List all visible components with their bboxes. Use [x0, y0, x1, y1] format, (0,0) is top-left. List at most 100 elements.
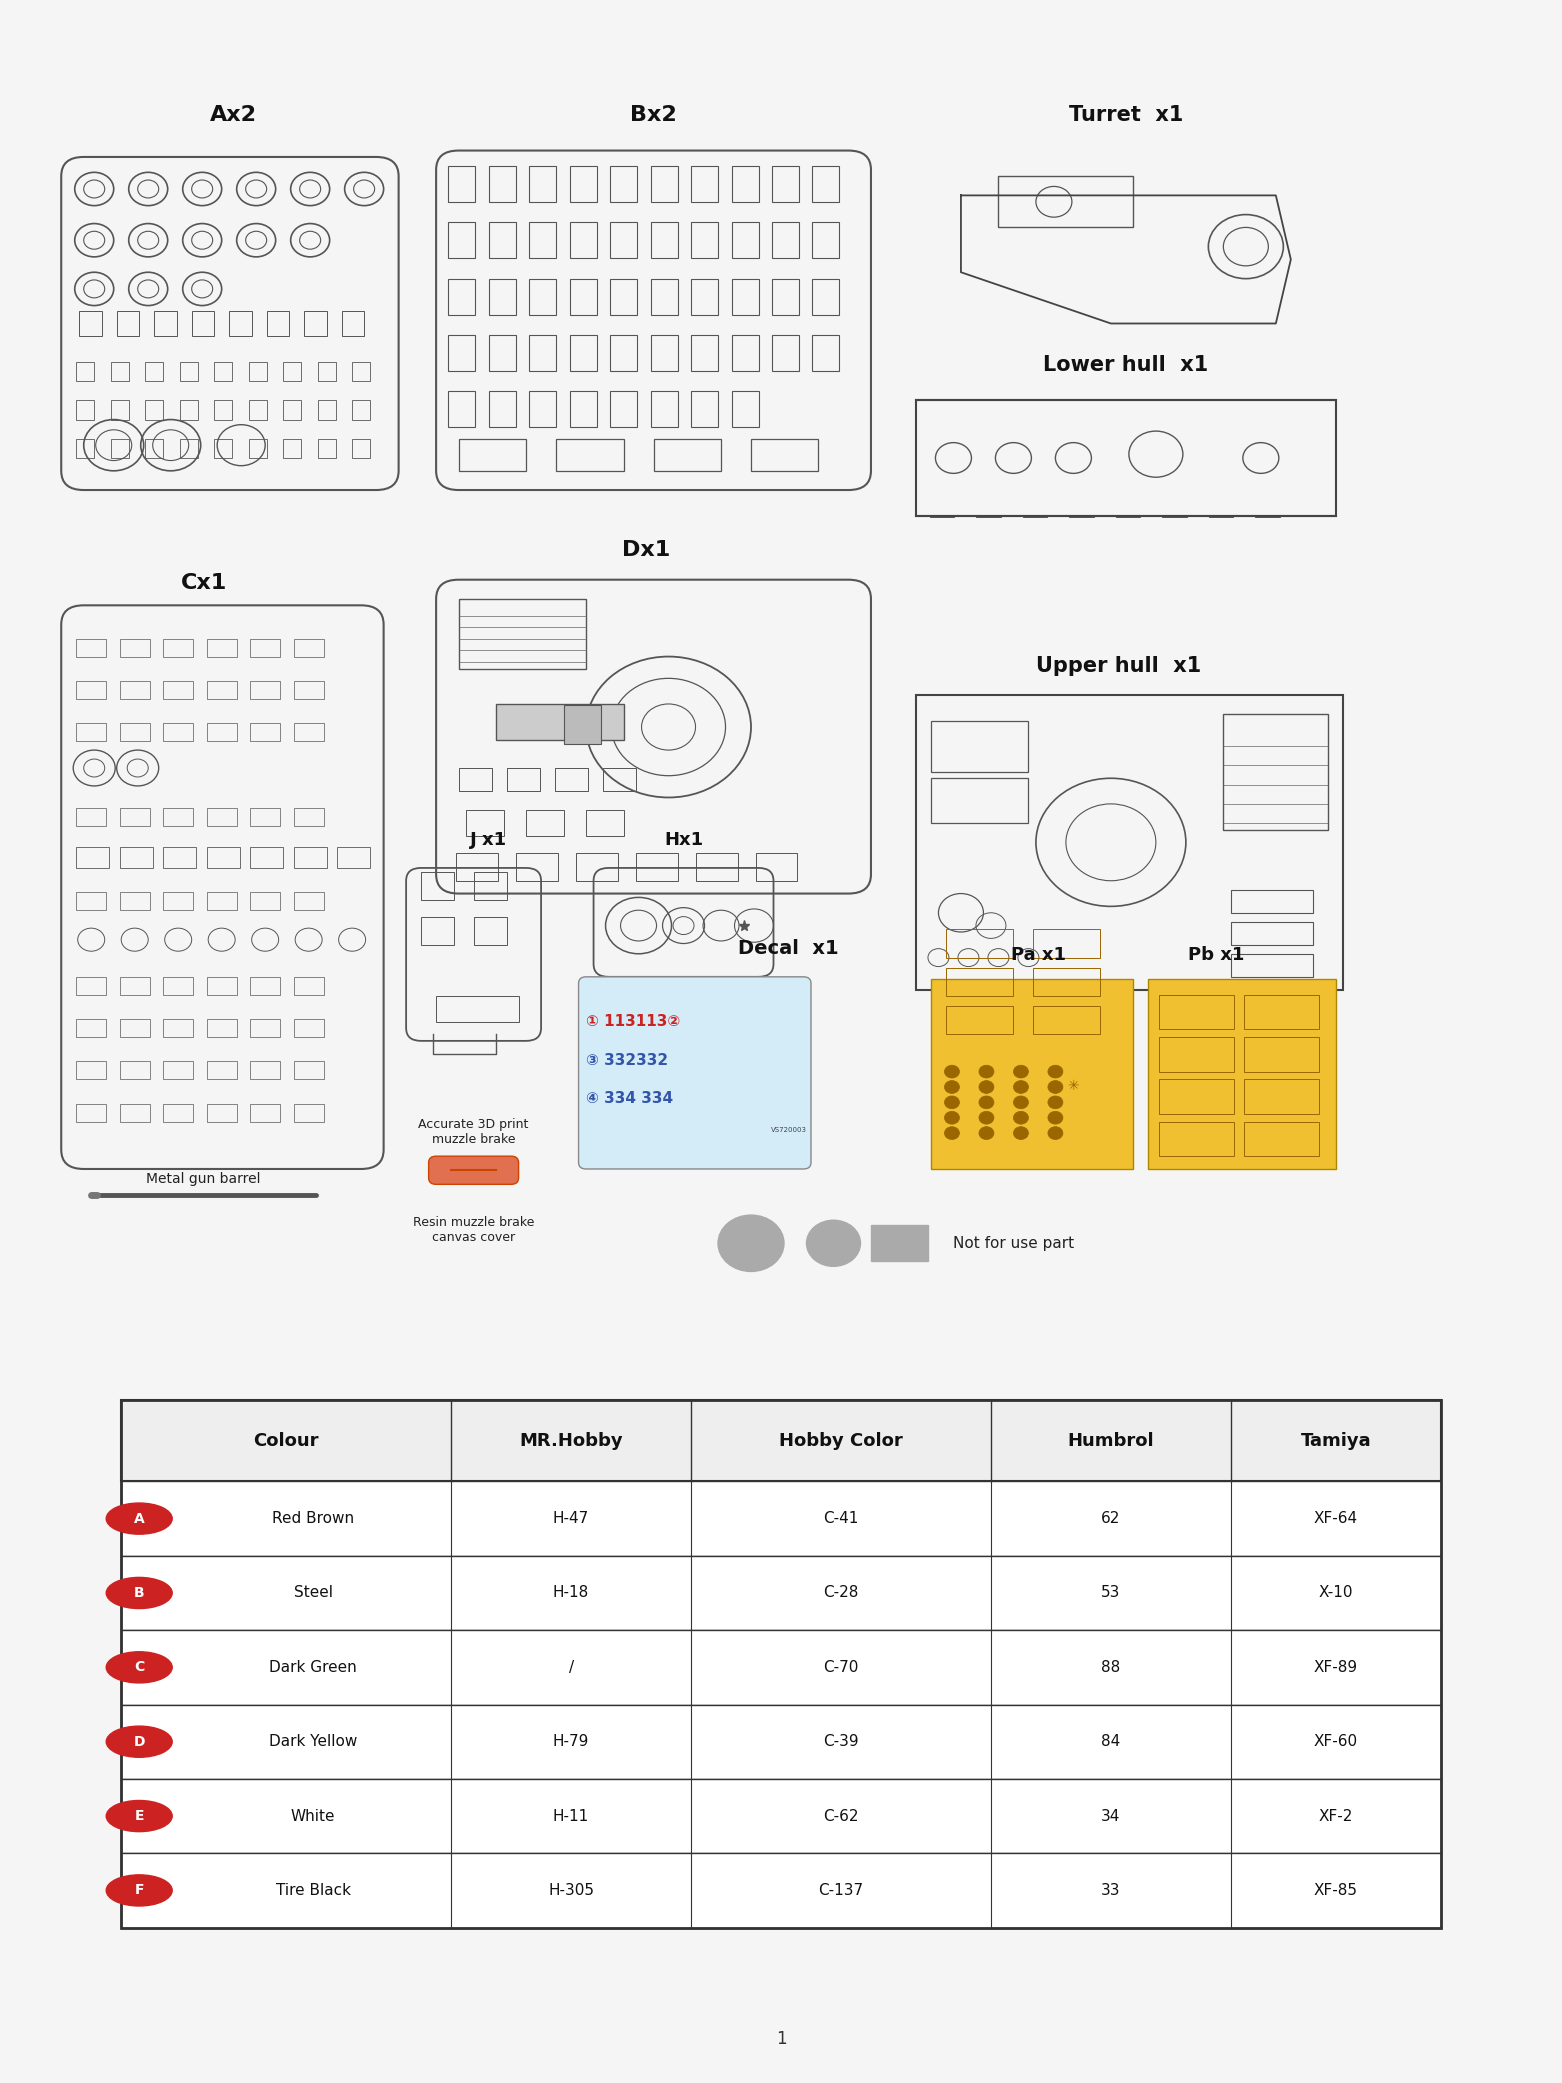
Bar: [122, 1704, 1440, 1779]
Bar: [250, 639, 280, 656]
Text: ④ 334 334: ④ 334 334: [586, 1091, 673, 1106]
Bar: [206, 639, 237, 656]
Bar: [162, 1062, 194, 1079]
Bar: [294, 977, 323, 996]
Circle shape: [1014, 1064, 1028, 1079]
Bar: [564, 706, 601, 744]
Bar: [120, 848, 153, 869]
Bar: [1032, 1006, 1100, 1035]
Bar: [294, 892, 323, 910]
Bar: [751, 440, 818, 471]
Text: Steel: Steel: [294, 1585, 333, 1600]
Bar: [162, 723, 194, 742]
Bar: [422, 917, 455, 946]
Bar: [162, 808, 194, 825]
Bar: [122, 1556, 1440, 1631]
Bar: [145, 400, 162, 419]
Bar: [267, 310, 289, 335]
Bar: [192, 310, 214, 335]
Bar: [530, 335, 556, 371]
Bar: [650, 223, 678, 258]
Bar: [611, 392, 637, 427]
Bar: [250, 892, 280, 910]
Text: Humbrol: Humbrol: [1067, 1431, 1154, 1450]
Bar: [575, 852, 617, 881]
Bar: [294, 1104, 323, 1121]
Bar: [1032, 929, 1100, 958]
Circle shape: [106, 1875, 172, 1906]
Bar: [77, 848, 109, 869]
Bar: [530, 223, 556, 258]
Text: /: /: [569, 1660, 573, 1675]
Bar: [526, 810, 564, 835]
Text: ✳: ✳: [1067, 1079, 1079, 1094]
Bar: [77, 1104, 106, 1121]
Circle shape: [945, 1064, 959, 1079]
Text: X-10: X-10: [1318, 1585, 1353, 1600]
Bar: [77, 362, 94, 381]
Text: Tire Black: Tire Black: [275, 1883, 350, 1898]
Bar: [206, 681, 237, 698]
Bar: [283, 440, 301, 458]
Circle shape: [979, 1112, 993, 1125]
Bar: [931, 721, 1028, 773]
Bar: [120, 892, 150, 910]
Text: Tamiya: Tamiya: [1301, 1431, 1371, 1450]
Text: Not for use part: Not for use part: [953, 1235, 1075, 1250]
Bar: [497, 704, 623, 739]
Bar: [206, 723, 237, 742]
Circle shape: [106, 1652, 172, 1683]
Bar: [1223, 714, 1328, 829]
Circle shape: [1048, 1112, 1062, 1125]
Bar: [305, 310, 326, 335]
Circle shape: [945, 1127, 959, 1139]
Bar: [248, 440, 267, 458]
Bar: [915, 400, 1336, 517]
Bar: [317, 362, 336, 381]
Bar: [317, 440, 336, 458]
Bar: [459, 600, 586, 669]
Text: H-79: H-79: [553, 1735, 589, 1750]
Bar: [448, 392, 475, 427]
Bar: [206, 848, 239, 869]
Bar: [465, 810, 503, 835]
Bar: [120, 639, 150, 656]
Bar: [155, 310, 177, 335]
Bar: [180, 440, 198, 458]
Bar: [294, 848, 326, 869]
Bar: [931, 979, 1134, 1169]
Bar: [570, 223, 597, 258]
Bar: [690, 167, 719, 202]
Bar: [122, 1400, 1440, 1927]
Bar: [436, 996, 519, 1021]
Bar: [872, 1225, 928, 1260]
Bar: [206, 1104, 237, 1121]
Bar: [1231, 889, 1314, 912]
Bar: [351, 362, 370, 381]
Bar: [812, 167, 839, 202]
Text: Lower hull  x1: Lower hull x1: [1043, 354, 1209, 375]
Bar: [77, 681, 106, 698]
FancyBboxPatch shape: [428, 1156, 519, 1185]
Circle shape: [945, 1112, 959, 1125]
Circle shape: [979, 1127, 993, 1139]
Circle shape: [979, 1064, 993, 1079]
Bar: [77, 440, 94, 458]
Bar: [772, 223, 800, 258]
Bar: [1032, 969, 1100, 996]
Bar: [570, 167, 597, 202]
Bar: [294, 1062, 323, 1079]
Bar: [206, 1062, 237, 1079]
Bar: [230, 310, 251, 335]
Circle shape: [979, 1096, 993, 1108]
Text: Decal  x1: Decal x1: [739, 939, 839, 958]
Bar: [250, 808, 280, 825]
Bar: [1245, 1079, 1320, 1114]
Bar: [120, 1019, 150, 1037]
Circle shape: [1048, 1096, 1062, 1108]
Circle shape: [806, 1221, 861, 1266]
Circle shape: [106, 1800, 172, 1831]
Text: Upper hull  x1: Upper hull x1: [1036, 656, 1201, 675]
Bar: [555, 769, 587, 792]
Bar: [812, 223, 839, 258]
